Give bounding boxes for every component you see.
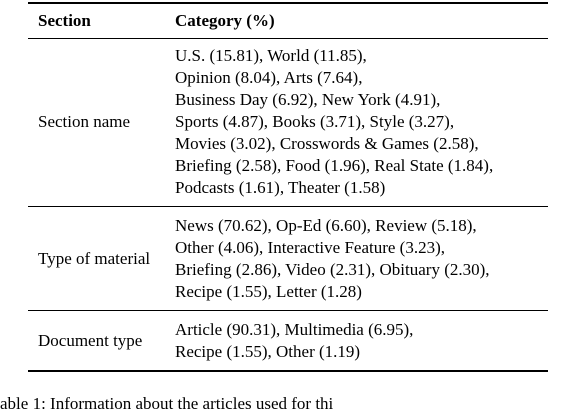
caption: able 1: Information about the articles u…	[0, 394, 334, 413]
category-line: Other (4.06), Interactive Feature (3.23)…	[175, 238, 445, 257]
category-line: Article (90.31), Multimedia (6.95),	[175, 320, 414, 339]
rule	[28, 206, 548, 207]
category-line: Opinion (8.04), Arts (7.64),	[175, 68, 363, 87]
category-line: Sports (4.87), Books (3.71), Style (3.27…	[175, 112, 455, 131]
section-cell: Document type	[38, 331, 143, 350]
category-line: Briefing (2.86), Video (2.31), Obituary …	[175, 260, 490, 279]
category-line: Briefing (2.58), Food (1.96), Real State…	[175, 156, 494, 175]
rule	[28, 38, 548, 39]
rule	[28, 370, 548, 372]
header-cell: Category (%)	[175, 11, 275, 30]
rule	[28, 310, 548, 311]
category-line: Business Day (6.92), New York (4.91),	[175, 90, 441, 109]
section-cell: Type of material	[38, 249, 151, 268]
section-cell: Section name	[38, 112, 131, 131]
category-line: U.S. (15.81), World (11.85),	[175, 46, 367, 65]
category-line: Movies (3.02), Crosswords & Games (2.58)…	[175, 134, 479, 153]
category-line: Podcasts (1.61), Theater (1.58)	[175, 178, 386, 197]
rule	[28, 2, 548, 4]
category-line: Recipe (1.55), Letter (1.28)	[175, 282, 362, 301]
category-line: News (70.62), Op-Ed (6.60), Review (5.18…	[175, 216, 477, 235]
category-line: Recipe (1.55), Other (1.19)	[175, 342, 361, 361]
header-cell: Section	[38, 11, 91, 30]
